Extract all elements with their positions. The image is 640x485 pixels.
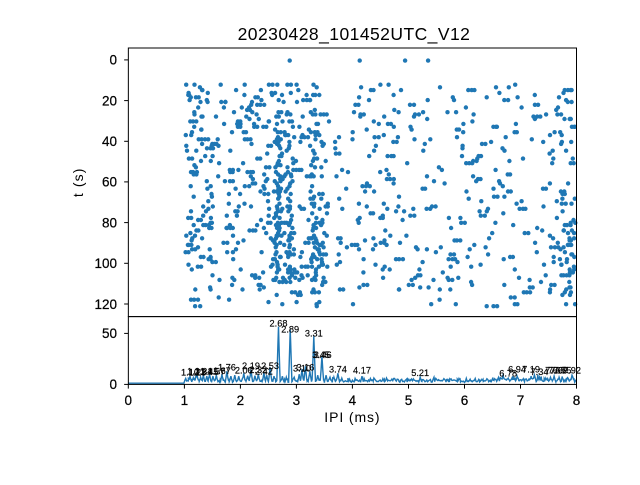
svg-text:4.17: 4.17 bbox=[353, 366, 371, 376]
svg-text:80: 80 bbox=[102, 215, 117, 230]
svg-text:2: 2 bbox=[237, 393, 245, 408]
svg-text:2.89: 2.89 bbox=[281, 325, 299, 335]
svg-text:60: 60 bbox=[102, 175, 117, 190]
svg-text:1.76: 1.76 bbox=[218, 363, 236, 373]
svg-text:7.75: 7.75 bbox=[554, 366, 572, 376]
svg-text:100: 100 bbox=[94, 256, 117, 271]
svg-text:3.45: 3.45 bbox=[312, 350, 330, 360]
svg-text:6.94: 6.94 bbox=[508, 365, 526, 375]
svg-text:3.46: 3.46 bbox=[314, 350, 332, 360]
svg-text:5.21: 5.21 bbox=[411, 368, 429, 378]
svg-text:2.19: 2.19 bbox=[242, 361, 260, 371]
svg-text:7.69: 7.69 bbox=[550, 366, 568, 376]
svg-text:7.34: 7.34 bbox=[531, 367, 549, 377]
svg-text:1.21: 1.21 bbox=[187, 367, 205, 377]
svg-text:3.16: 3.16 bbox=[296, 363, 314, 373]
svg-text:1.67: 1.67 bbox=[213, 366, 231, 376]
svg-text:1.57: 1.57 bbox=[207, 367, 225, 377]
svg-text:6.78: 6.78 bbox=[499, 369, 517, 379]
svg-text:20: 20 bbox=[102, 93, 117, 108]
svg-text:3.10: 3.10 bbox=[293, 364, 311, 374]
svg-text:3: 3 bbox=[293, 393, 301, 408]
svg-text:6: 6 bbox=[461, 393, 469, 408]
svg-text:3.31: 3.31 bbox=[305, 329, 323, 339]
svg-text:3.74: 3.74 bbox=[329, 365, 347, 375]
svg-text:2.32: 2.32 bbox=[249, 365, 267, 375]
svg-text:2.53: 2.53 bbox=[261, 361, 279, 371]
svg-text:1.10: 1.10 bbox=[181, 368, 199, 378]
svg-text:5: 5 bbox=[405, 393, 413, 408]
svg-text:7.60: 7.60 bbox=[545, 366, 563, 376]
svg-text:7.19: 7.19 bbox=[522, 365, 540, 375]
svg-text:1: 1 bbox=[181, 393, 189, 408]
svg-text:8: 8 bbox=[573, 393, 581, 408]
svg-text:t (s): t (s) bbox=[70, 167, 86, 197]
svg-text:40: 40 bbox=[102, 134, 117, 149]
svg-text:4: 4 bbox=[349, 393, 357, 408]
svg-text:0: 0 bbox=[125, 393, 133, 408]
svg-text:7.65: 7.65 bbox=[548, 366, 566, 376]
svg-text:0: 0 bbox=[109, 377, 117, 392]
svg-text:120: 120 bbox=[94, 297, 117, 312]
svg-text:IPI (ms): IPI (ms) bbox=[324, 409, 380, 425]
svg-text:2.06: 2.06 bbox=[235, 366, 253, 376]
svg-text:50: 50 bbox=[102, 326, 117, 341]
svg-text:1.23: 1.23 bbox=[188, 368, 206, 378]
svg-text:2.42: 2.42 bbox=[255, 367, 273, 377]
svg-text:1.45: 1.45 bbox=[201, 367, 219, 377]
svg-text:1.34: 1.34 bbox=[194, 367, 212, 377]
svg-text:7: 7 bbox=[517, 393, 525, 408]
svg-text:7.92: 7.92 bbox=[563, 366, 581, 376]
svg-text:20230428_101452UTC_V12: 20230428_101452UTC_V12 bbox=[238, 24, 471, 45]
svg-text:0: 0 bbox=[109, 53, 117, 68]
svg-text:2.68: 2.68 bbox=[270, 319, 288, 329]
